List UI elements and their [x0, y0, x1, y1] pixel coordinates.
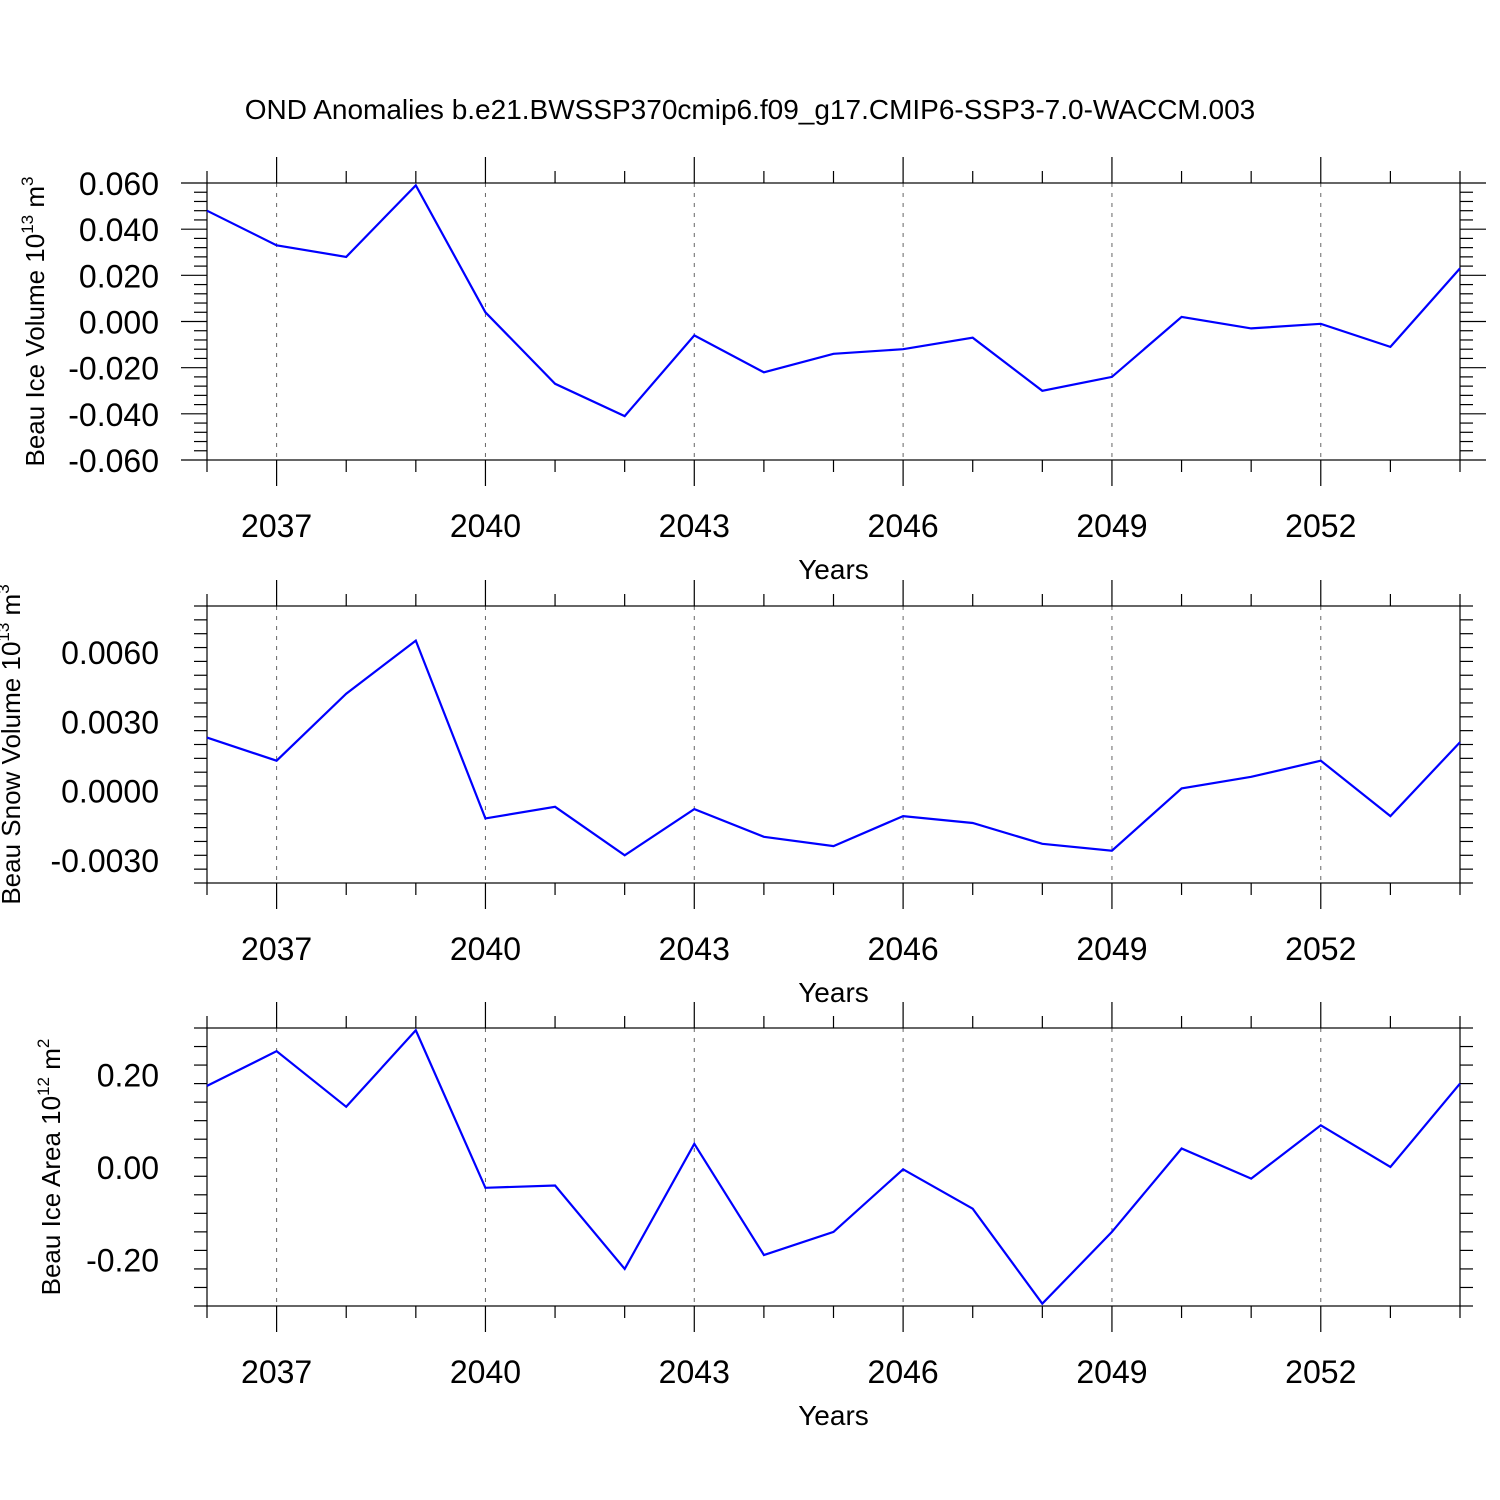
y-tick-label: 0.00	[97, 1150, 159, 1186]
x-axis-label: Years	[798, 977, 869, 1008]
y-tick-label: 0.020	[79, 258, 159, 294]
x-tick-label: 2043	[659, 508, 730, 544]
x-tick-label: 2040	[450, 508, 521, 544]
x-tick-label: 2046	[868, 508, 939, 544]
x-tick-label: 2052	[1285, 931, 1356, 967]
x-tick-label: 2046	[868, 931, 939, 967]
panel-3: 2037 2040 2043 2046 2049 2052 -0.20 0.00 0.20 Yea…	[34, 1002, 1473, 1431]
y-tick-label: -0.020	[68, 351, 159, 387]
x-tick-label: 2049	[1076, 1354, 1147, 1390]
x-tick-label: 2046	[868, 1354, 939, 1390]
chart-title: OND Anomalies b.e21.BWSSP370cmip6.f09_g1…	[245, 94, 1256, 125]
plot-frame	[206, 605, 1461, 884]
x-tick-label: 2043	[659, 1354, 730, 1390]
x-axis-label: Years	[798, 554, 869, 585]
x-tick-label: 2037	[241, 931, 312, 967]
y-tick-label: 0.000	[79, 305, 159, 341]
panel-2: 2037 2040 2043 2046 2049 2052 -0.0030 0.0000 0.0…	[0, 580, 1473, 1008]
x-axis-label: Years	[798, 1400, 869, 1431]
plot-frame	[206, 1027, 1461, 1307]
y-tick-label: 0.040	[79, 212, 159, 248]
y-tick-label: 0.060	[79, 166, 159, 202]
x-tick-label: 2043	[659, 931, 730, 967]
x-tick-label: 2037	[241, 1354, 312, 1390]
y-axis-label: Beau Ice Area 1012 m2	[34, 1039, 66, 1296]
y-axis-label: Beau Ice Volume 1013 m3	[18, 177, 50, 467]
y-tick-label: 0.0030	[61, 704, 159, 740]
x-tick-label: 2049	[1076, 931, 1147, 967]
x-tick-label: 2049	[1076, 508, 1147, 544]
series-line	[206, 1028, 1461, 1306]
y-tick-label: -0.060	[68, 443, 159, 479]
y-tick-label: -0.0030	[50, 843, 159, 879]
y-axis-label: Beau Snow Volume 1013 m3	[0, 584, 26, 904]
x-tick-label: 2040	[450, 931, 521, 967]
panel-1: 2037 2040 2043 2046 2049 2052 -0.060 -0.040 -0.0…	[18, 157, 1486, 585]
x-tick-label: 2037	[241, 508, 312, 544]
y-tick-label: 0.20	[97, 1057, 159, 1093]
x-tick-label: 2040	[450, 1354, 521, 1390]
plot-frame	[206, 182, 1461, 461]
y-tick-label: 0.0060	[61, 635, 159, 671]
series-line	[206, 638, 1461, 857]
x-tick-label: 2052	[1285, 508, 1356, 544]
x-tick-label: 2052	[1285, 1354, 1356, 1390]
y-tick-label: -0.040	[68, 397, 159, 433]
y-tick-label: 0.0000	[61, 774, 159, 810]
y-tick-label: -0.20	[86, 1243, 159, 1279]
series-line	[206, 183, 1461, 418]
